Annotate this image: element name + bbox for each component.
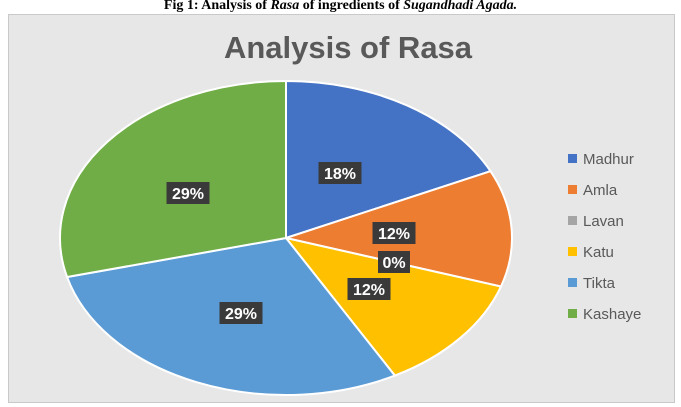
slice-label-amla: 12% [372,222,416,244]
slice-label-lavan: 0% [378,251,410,273]
legend-swatch [568,154,577,163]
chart-legend: Madhur Amla Lavan Katu Tikta Kashaye [568,151,641,323]
pie-slice-katu [283,236,503,377]
legend-item-katu: Katu [568,244,614,261]
legend-item-amla: Amla [568,182,618,199]
figure-caption: Fig 1: Analysis of Rasa of ingredients o… [0,0,681,14]
slice-label-text: 12% [353,282,385,299]
pie-slices [59,79,513,396]
legend-item-madhur: Madhur [568,151,634,168]
slice-label-text: 0% [382,255,405,272]
slice-label-box [347,278,391,300]
pie-slice-madhur [285,79,493,240]
legend-label: Amla [583,182,618,199]
legend-label: Tikta [583,275,616,292]
slice-label-kashaye: 29% [166,182,210,204]
legend-swatch [568,216,577,225]
legend-swatch [568,309,577,318]
slice-labels: 18% 12% 0% 12% 29% 29% [166,162,416,324]
chart-title: Analysis of Rasa [224,30,473,65]
caption-middle: of ingredients of [299,0,404,13]
slice-label-text: 29% [172,186,204,203]
slice-label-box [166,182,210,204]
slice-label-box [372,222,416,244]
slice-label-madhur: 18% [318,162,362,184]
slice-label-text: 18% [324,166,356,183]
caption-italic-rasa: Rasa [270,0,300,13]
slice-label-tikta: 29% [219,302,263,324]
legend-item-kashaye: Kashaye [568,306,641,323]
caption-italic-agada: Sugandhadi Agada. [403,0,518,13]
legend-swatch [568,278,577,287]
legend-swatch [568,185,577,194]
slice-label-box [318,162,362,184]
caption-prefix: Fig 1: Analysis of [163,0,271,13]
legend-label: Lavan [583,213,624,230]
legend-swatch [568,247,577,256]
slice-label-katu: 12% [347,278,391,300]
slice-label-text: 12% [378,226,410,243]
legend-label: Madhur [583,151,634,168]
legend-item-lavan: Lavan [568,213,624,230]
legend-label: Kashaye [583,306,641,323]
slice-label-box [219,302,263,324]
legend-label: Katu [583,244,614,261]
slice-label-text: 29% [225,306,257,323]
legend-item-tikta: Tikta [568,275,616,292]
pie-slice-kashaye [59,79,287,279]
slice-label-box [378,251,410,273]
